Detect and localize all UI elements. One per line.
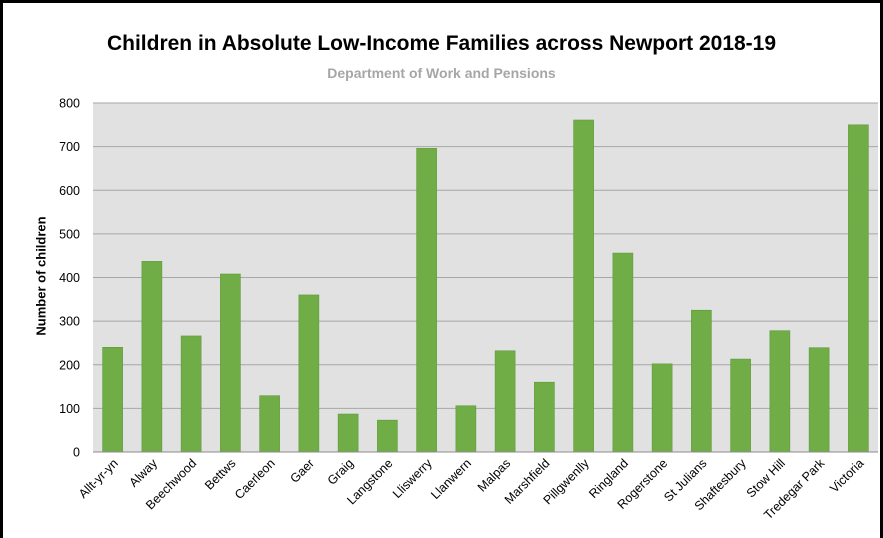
- bar: [534, 381, 555, 453]
- y-tick-label: 600: [59, 184, 80, 198]
- bar: [416, 148, 437, 453]
- y-tick-label: 300: [59, 315, 80, 329]
- x-tick-label: Victoria: [827, 456, 866, 495]
- x-tick-label: Alway: [127, 456, 161, 490]
- x-tick-label: Allt-yr-yn: [76, 456, 121, 501]
- bar: [769, 330, 791, 453]
- y-tick-label: 800: [59, 97, 80, 111]
- bar: [651, 363, 673, 453]
- bar: [102, 346, 123, 453]
- y-tick-label: 200: [59, 358, 80, 372]
- y-tick-labels: 0 100 200 300 400 500 600 700 800: [59, 97, 80, 460]
- y-tick-label: 500: [59, 227, 80, 241]
- bar: [298, 294, 320, 453]
- x-tick-label: Gaer: [287, 456, 317, 486]
- bar: [848, 124, 869, 453]
- bar: [220, 273, 241, 453]
- y-tick-label: 400: [59, 271, 80, 285]
- bar: [337, 413, 359, 453]
- x-tick-label: Llanwern: [428, 456, 474, 502]
- x-tick-label: Caerleon: [232, 456, 278, 502]
- bar: [377, 419, 398, 453]
- bar: [573, 119, 594, 453]
- bar: [455, 405, 477, 453]
- chart-subtitle: Department of Work and Pensions: [327, 65, 556, 81]
- x-tick-label: Lliswerry: [390, 456, 435, 501]
- y-tick-label: 700: [59, 140, 80, 154]
- bar: [808, 347, 830, 453]
- bar: [730, 358, 751, 453]
- bar: [180, 335, 202, 453]
- x-tick-label: Bettws: [202, 456, 238, 492]
- x-tick-label: Malpas: [475, 456, 513, 494]
- chart-title: Children in Absolute Low-Income Families…: [106, 32, 777, 55]
- y-tick-label: 0: [73, 446, 80, 460]
- y-tick-label: 100: [59, 402, 80, 416]
- bar: [259, 395, 280, 453]
- bars: [102, 119, 869, 453]
- bar: [612, 252, 634, 453]
- x-tick-label: Graig: [325, 456, 357, 488]
- bar: [141, 261, 163, 453]
- bar: [691, 309, 712, 453]
- bar: [494, 350, 516, 453]
